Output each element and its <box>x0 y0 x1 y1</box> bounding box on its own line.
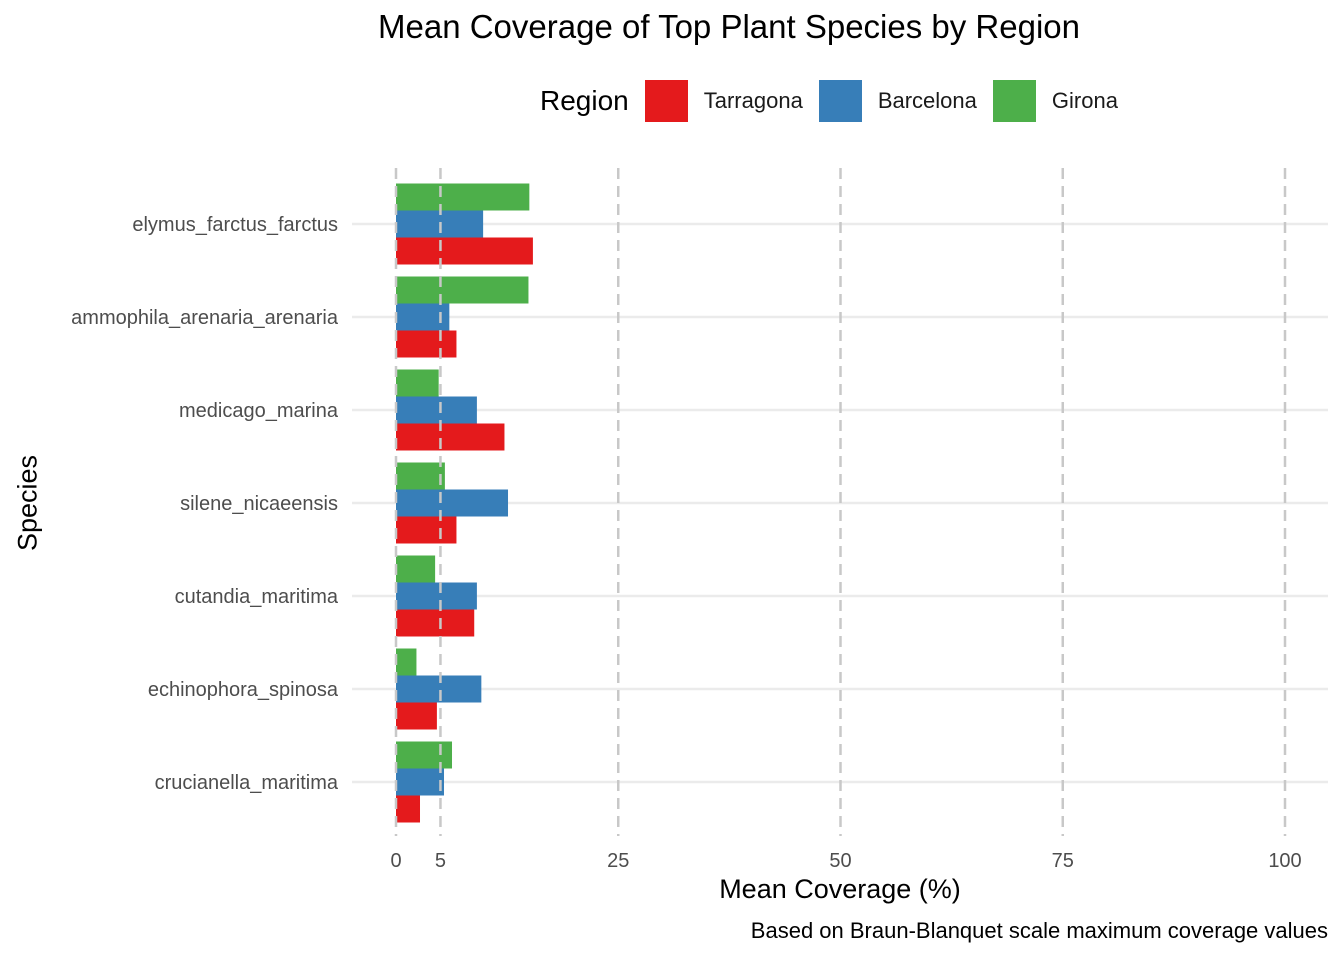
bar-girona <box>396 648 417 676</box>
chart-title: Mean Coverage of Top Plant Species by Re… <box>378 8 1080 45</box>
bar-girona <box>396 462 445 490</box>
legend-swatch-girona <box>992 80 1036 122</box>
legend-item-girona: Girona <box>992 80 1118 122</box>
legend-label-barcelona: Barcelona <box>877 88 977 113</box>
y-tick-label: ammophila_arenaria_arenaria <box>71 307 339 329</box>
bar-tarragona <box>396 330 457 358</box>
bar-tarragona <box>396 516 457 544</box>
y-tick-label: cutandia_maritima <box>175 586 339 608</box>
legend-label-girona: Girona <box>1051 88 1118 113</box>
bar-barcelona <box>396 396 477 424</box>
bar-girona <box>396 183 530 211</box>
y-tick-label: echinophora_spinosa <box>148 679 339 701</box>
legend-title: Region <box>540 85 629 116</box>
bar-tarragona <box>396 609 475 637</box>
y-tick-label: silene_nicaeensis <box>180 493 338 515</box>
x-axis-label: Mean Coverage (%) <box>719 874 961 904</box>
x-tick-label: 75 <box>1052 850 1074 872</box>
bar-girona <box>396 369 439 397</box>
bar-girona <box>396 555 436 583</box>
x-tick-label: 0 <box>390 850 401 872</box>
x-tick-label: 100 <box>1268 850 1301 872</box>
legend-swatch-barcelona <box>818 80 862 122</box>
bar-tarragona <box>396 237 533 265</box>
y-tick-label: elymus_farctus_farctus <box>132 214 338 236</box>
y-tick-label: medicago_marina <box>179 400 339 422</box>
x-tick-label: 5 <box>435 850 446 872</box>
bar-barcelona <box>396 675 482 703</box>
bar-barcelona <box>396 768 445 796</box>
x-tick-label: 25 <box>607 850 629 872</box>
bar-tarragona <box>396 795 421 823</box>
y-axis-label: Species <box>12 454 43 552</box>
bar-tarragona <box>396 702 437 730</box>
bar-girona <box>396 276 529 304</box>
bar-girona <box>396 741 453 769</box>
bar-tarragona <box>396 423 505 451</box>
legend-label-tarragona: Tarragona <box>703 88 803 113</box>
x-tick-label: 50 <box>829 850 851 872</box>
bar-barcelona <box>396 489 509 517</box>
bar-barcelona <box>396 582 477 610</box>
legend: Region Tarragona Barcelona Girona <box>540 80 1134 122</box>
legend-swatch-tarragona <box>644 80 688 122</box>
legend-item-tarragona: Tarragona <box>644 80 803 122</box>
y-tick-label: crucianella_maritima <box>155 772 339 794</box>
chart-caption: Based on Braun-Blanquet scale maximum co… <box>750 918 1328 943</box>
legend-item-barcelona: Barcelona <box>818 80 977 122</box>
